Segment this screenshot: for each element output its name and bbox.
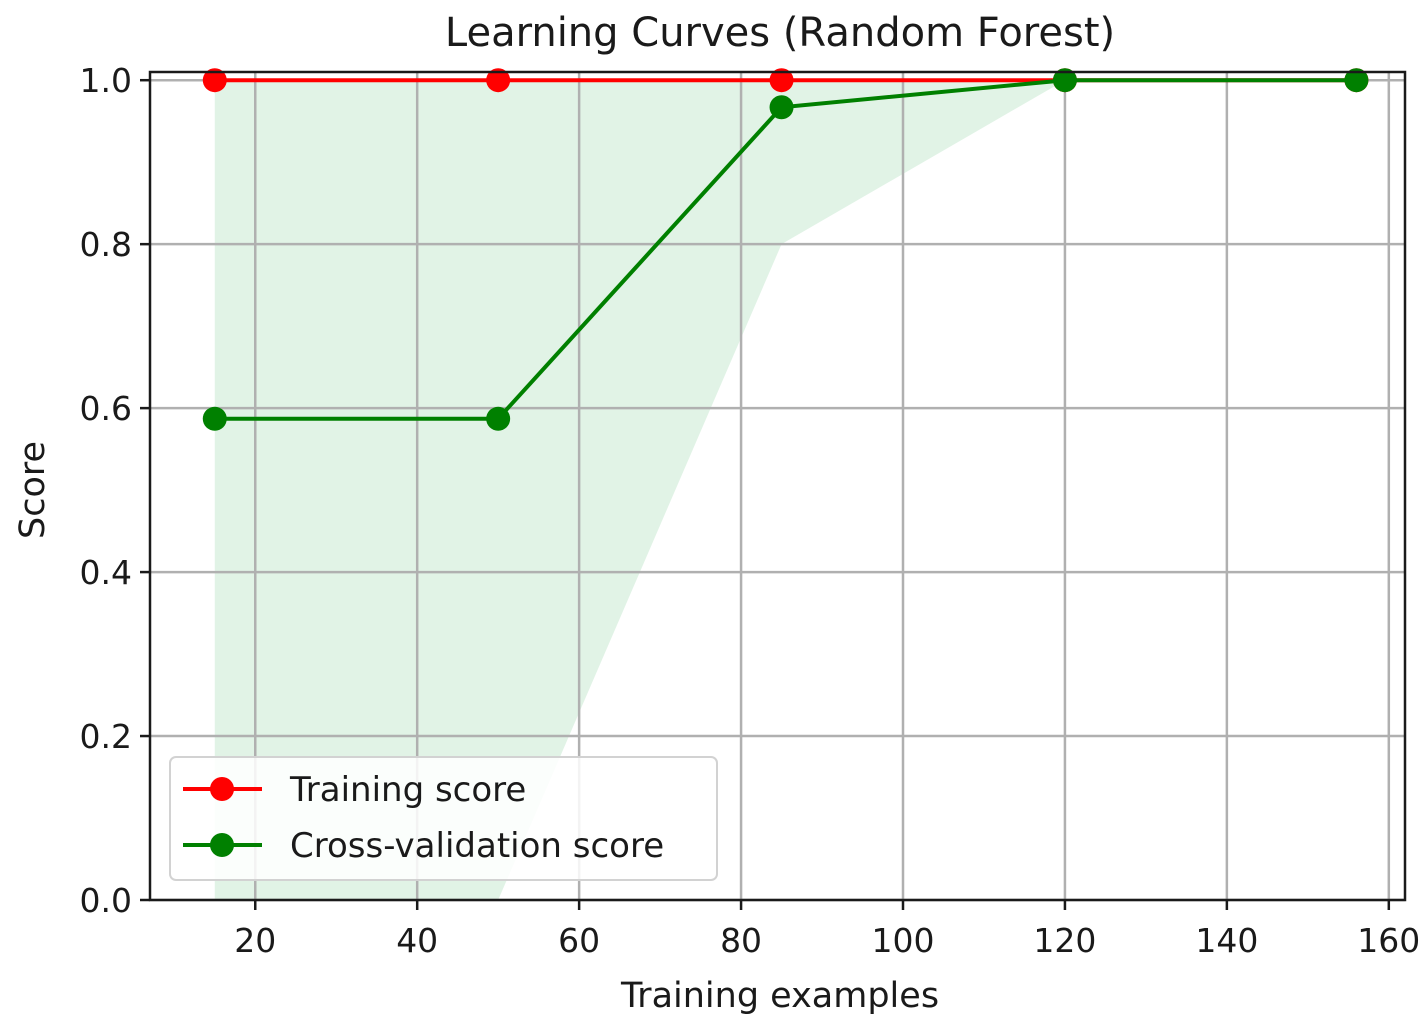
band-cross-validation bbox=[214, 80, 1357, 901]
y-tick-label: 0.8 bbox=[80, 225, 132, 264]
y-tick-label: 0.6 bbox=[80, 389, 132, 428]
legend-label-cross-validation: Cross-validation score bbox=[290, 826, 664, 866]
legend-box bbox=[169, 756, 718, 881]
point-cross-validation bbox=[1052, 68, 1077, 93]
legend-label-training: Training score bbox=[289, 770, 526, 810]
point-cross-validation bbox=[202, 406, 227, 431]
point-training bbox=[202, 68, 227, 93]
y-axis-label: Score bbox=[13, 441, 53, 539]
legend-marker-cross-validation bbox=[210, 833, 234, 857]
x-tick-label: 120 bbox=[1033, 921, 1096, 960]
point-cross-validation bbox=[1344, 68, 1369, 93]
chart-title: Learning Curves (Random Forest) bbox=[445, 10, 1115, 56]
y-tick-label: 1.0 bbox=[80, 61, 132, 100]
x-axis-label: Training examples bbox=[620, 976, 939, 1016]
plot-frame bbox=[148, 70, 1407, 902]
x-tick-label: 80 bbox=[720, 921, 762, 960]
y-tick-label: 0.4 bbox=[80, 553, 132, 592]
y-tick-label: 0.0 bbox=[80, 881, 132, 920]
score-bands bbox=[214, 80, 1357, 901]
x-tick-label: 100 bbox=[872, 921, 935, 960]
legend-item-training: Training score bbox=[183, 770, 526, 810]
x-tick-label: 140 bbox=[1195, 921, 1258, 960]
x-tick-label: 20 bbox=[234, 921, 276, 960]
point-cross-validation bbox=[486, 406, 511, 431]
point-training bbox=[769, 68, 794, 93]
legend-item-cross-validation: Cross-validation score bbox=[183, 826, 664, 866]
legend-marker-training bbox=[210, 777, 234, 801]
plot-area bbox=[148, 68, 1407, 902]
y-axis-ticks: 0.0 0.2 0.4 0.6 0.8 1.0 bbox=[80, 61, 150, 920]
point-cross-validation bbox=[769, 95, 794, 120]
legend: Training score Cross-validation score bbox=[169, 756, 718, 881]
x-axis-ticks: 20 40 60 80 100 120 140 160 bbox=[234, 900, 1420, 960]
point-training bbox=[486, 68, 511, 93]
series-lines bbox=[202, 68, 1369, 431]
x-tick-label: 60 bbox=[558, 921, 600, 960]
y-tick-label: 0.2 bbox=[80, 717, 132, 756]
x-tick-label: 40 bbox=[396, 921, 438, 960]
x-tick-label: 160 bbox=[1357, 921, 1420, 960]
